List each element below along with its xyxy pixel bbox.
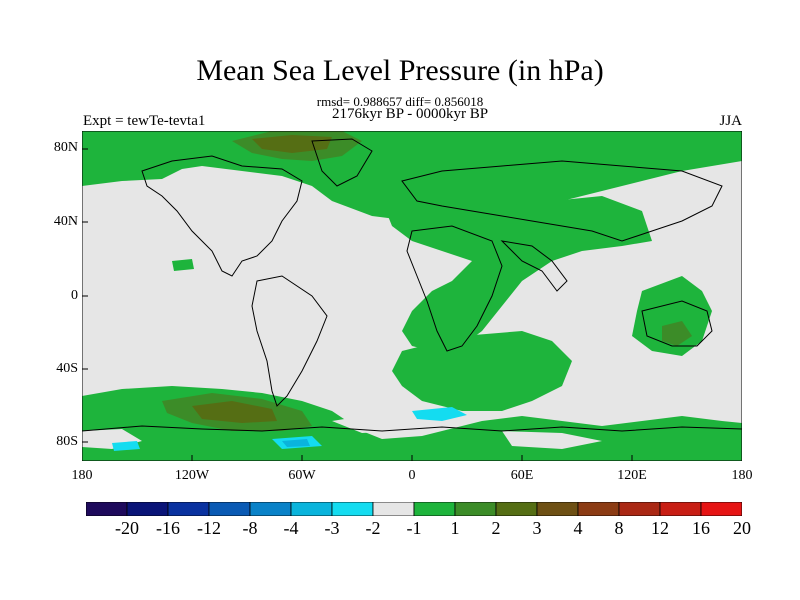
colorbar-tick-label: 3 — [532, 518, 542, 538]
colorbar-swatch — [290, 502, 333, 516]
colorbar-tick-label: 1 — [450, 518, 460, 538]
colorbar-tick-label: -8 — [242, 518, 258, 538]
colorbar-swatch — [536, 502, 579, 516]
lat-label-40s: 40S — [56, 361, 78, 376]
colorbar-tick-label: 16 — [692, 518, 710, 538]
anomaly-brown — [192, 135, 332, 423]
colorbar — [86, 502, 742, 516]
colorbar-tick-label: -4 — [283, 518, 299, 538]
colorbar-swatch — [454, 502, 497, 516]
experiment-label: Expt = tewTe-tevta1 — [83, 113, 206, 129]
map-ticks — [82, 148, 633, 461]
colorbar-tick-label: -3 — [324, 518, 340, 538]
colorbar-tick-label: -20 — [115, 518, 139, 538]
colorbar-swatch — [495, 502, 538, 516]
lon-label-0: 0 — [408, 468, 416, 483]
anomaly-neutral-patches — [82, 413, 602, 449]
colorbar-swatch — [331, 502, 374, 516]
colorbar-swatch — [86, 502, 128, 516]
stats-line: rmsd= 0.988657 diff= 0.856018 — [316, 94, 484, 109]
colorbar-tick-label: -12 — [197, 518, 221, 538]
lat-label-80n: 80N — [53, 140, 78, 155]
colorbar-tick-label: 20 — [733, 518, 751, 538]
lon-label-120e: 120E — [617, 468, 647, 483]
lon-label-180w: 180 — [71, 468, 93, 483]
lat-label-80s: 80S — [56, 434, 78, 449]
colorbar-swatch — [249, 502, 292, 516]
lat-label-40n: 40N — [53, 214, 78, 229]
map-panel — [82, 131, 742, 461]
colorbar-swatch — [372, 502, 415, 516]
colorbar-swatch — [577, 502, 620, 516]
colorbar-tick-label: 4 — [573, 518, 583, 538]
lon-label-60e: 60E — [510, 468, 534, 483]
coastlines — [82, 138, 742, 432]
anomaly-blue — [282, 439, 310, 447]
lon-label-120w: 120W — [174, 468, 210, 483]
colorbar-swatch — [413, 502, 456, 516]
lon-label-60w: 60W — [288, 468, 316, 483]
colorbar-swatch — [618, 502, 661, 516]
colorbar-tick-label: -16 — [156, 518, 180, 538]
colorbar-swatch — [659, 502, 702, 516]
season-label: JJA — [719, 113, 742, 129]
colorbar-tick-label: 2 — [491, 518, 501, 538]
colorbar-tick-label: 12 — [651, 518, 669, 538]
colorbar-swatch — [700, 502, 742, 516]
period-line: 2176kyr BP - 0000kyr BP — [331, 106, 489, 122]
colorbar-tick-label: -2 — [365, 518, 381, 538]
colorbar-swatch — [126, 502, 169, 516]
colorbar-tick-label: -1 — [406, 518, 422, 538]
colorbar-swatch — [208, 502, 251, 516]
lat-label-0: 0 — [71, 288, 78, 303]
map-title: Mean Sea Level Pressure (in hPa) — [196, 54, 604, 87]
lon-label-180e: 180 — [731, 468, 753, 483]
colorbar-swatch — [167, 502, 210, 516]
colorbar-tick-label: 8 — [614, 518, 624, 538]
